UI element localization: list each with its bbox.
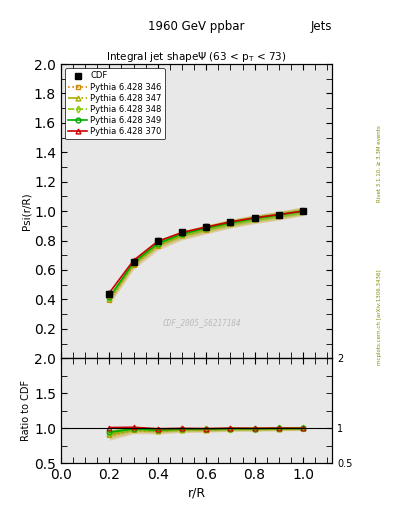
- Y-axis label: Psi(r/R): Psi(r/R): [21, 193, 31, 230]
- Text: CDF_2005_S6217184: CDF_2005_S6217184: [163, 318, 241, 328]
- Text: Jets: Jets: [310, 20, 332, 33]
- Title: Integral jet shape$\Psi$ (63 < p$_{\rm T}$ < 73): Integral jet shape$\Psi$ (63 < p$_{\rm T…: [106, 50, 287, 64]
- Text: mcplots.cern.ch [arXiv:1306.3436]: mcplots.cern.ch [arXiv:1306.3436]: [377, 270, 382, 365]
- Text: 1960 GeV ppbar: 1960 GeV ppbar: [148, 20, 245, 33]
- Legend: CDF, Pythia 6.428 346, Pythia 6.428 347, Pythia 6.428 348, Pythia 6.428 349, Pyt: CDF, Pythia 6.428 346, Pythia 6.428 347,…: [65, 68, 165, 139]
- X-axis label: r/R: r/R: [187, 486, 206, 499]
- Text: Rivet 3.1.10, ≥ 3.3M events: Rivet 3.1.10, ≥ 3.3M events: [377, 125, 382, 202]
- Y-axis label: Ratio to CDF: Ratio to CDF: [21, 380, 31, 441]
